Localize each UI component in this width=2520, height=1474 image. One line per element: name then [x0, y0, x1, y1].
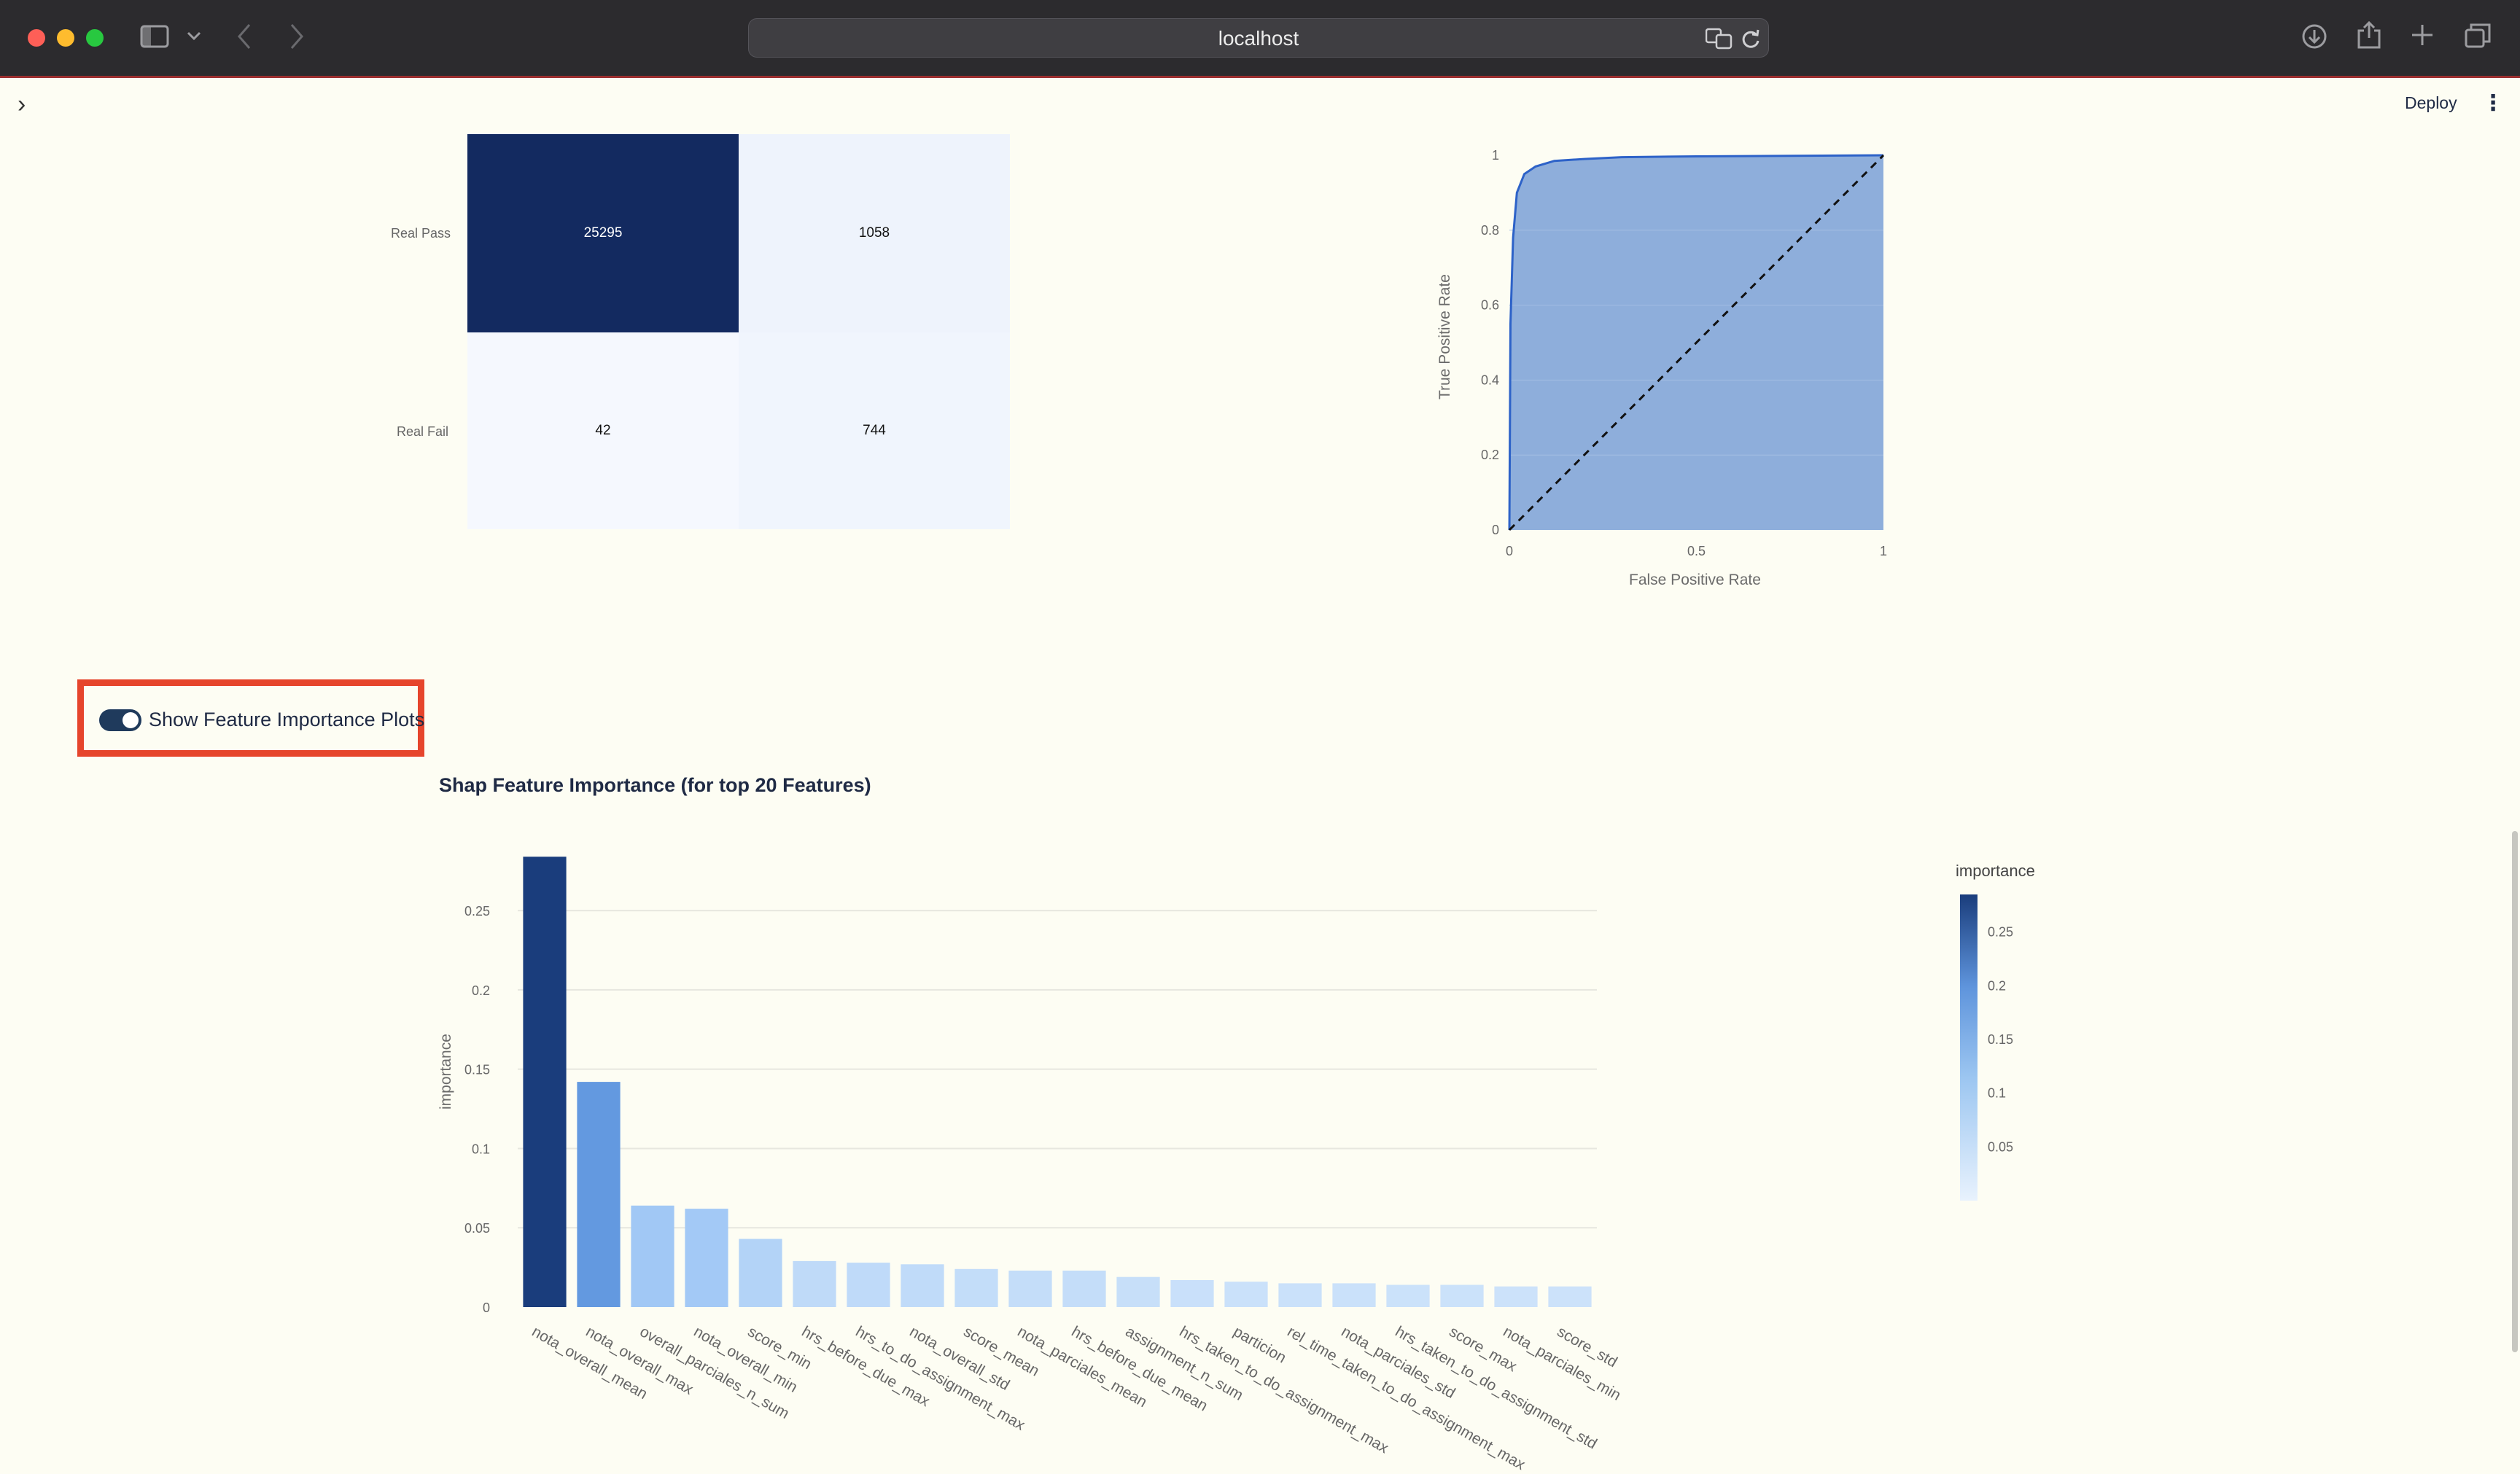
share-icon[interactable] — [2357, 20, 2381, 50]
shap-bar — [631, 1205, 674, 1307]
chevron-down-icon[interactable] — [187, 31, 201, 41]
colorbar-gradient — [1960, 894, 1978, 1201]
colorbar-tick-label: 0.05 — [1988, 1139, 2013, 1154]
shap-bar — [1494, 1286, 1538, 1307]
toggle-label: Show Feature Importance Plots — [149, 709, 425, 730]
shap-y-tick-label: 0.2 — [472, 983, 490, 998]
shap-bar — [739, 1239, 782, 1307]
diagonal-reference-line — [1508, 154, 1885, 531]
shap-y-tick-label: 0.1 — [472, 1142, 490, 1156]
main-menu-icon[interactable]: ⋮ — [2482, 91, 2504, 115]
shap-bar — [1062, 1271, 1106, 1307]
shap-y-tick-label: 0.05 — [464, 1221, 490, 1236]
shap-bar — [793, 1260, 836, 1307]
roc-y-tick-label: 0.2 — [1481, 448, 1499, 462]
shap-bar — [523, 857, 567, 1307]
shap-bar — [1440, 1284, 1484, 1307]
confusion-row-label: Real Pass — [391, 226, 451, 241]
shap-bar — [1386, 1284, 1430, 1307]
sidebar-expand-button[interactable]: › — [18, 90, 26, 118]
roc-y-tick-label: 0.8 — [1481, 223, 1499, 238]
roc-curve-chart: 0 0.2 0.4 0.6 0.8 1 0 0.5 1 — [1481, 148, 1887, 558]
shap-y-tick-label: 0.15 — [464, 1063, 490, 1077]
reload-icon[interactable] — [1741, 28, 1761, 50]
deploy-button[interactable]: Deploy — [2405, 93, 2457, 112]
confusion-cell: 1058 — [739, 134, 1010, 332]
shap-bar — [1278, 1283, 1322, 1307]
shap-y-tick-label: 0.25 — [464, 904, 490, 919]
shap-bar — [685, 1209, 728, 1307]
shap-bar — [901, 1264, 944, 1307]
download-icon[interactable] — [2301, 23, 2328, 50]
shap-bar — [1548, 1286, 1592, 1307]
shap-bar — [1224, 1282, 1268, 1307]
roc-y-axis-title: True Positive Rate — [1436, 274, 1453, 399]
highlight-annotation — [77, 679, 424, 757]
roc-x-axis-title: False Positive Rate — [1629, 572, 1761, 588]
browser-toolbar: localhost — [0, 0, 2520, 76]
roc-y-tick-label: 0.6 — [1481, 298, 1499, 313]
shap-y-axis-title: importance — [438, 1034, 454, 1110]
colorbar-tick-label: 0.2 — [1988, 978, 2006, 993]
translate-icon[interactable] — [1706, 28, 1733, 50]
page-scrollbar[interactable] — [2512, 831, 2518, 1352]
confusion-cell: 25295 — [467, 134, 739, 332]
shap-bar — [954, 1268, 998, 1307]
sidebar-icon[interactable] — [140, 25, 169, 48]
close-window-button[interactable] — [28, 29, 45, 47]
roc-x-tick-label: 1 — [1880, 544, 1887, 558]
roc-x-tick-label: 0.5 — [1687, 544, 1706, 558]
maximize-window-button[interactable] — [86, 29, 104, 47]
tabs-icon[interactable] — [2465, 23, 2491, 48]
confusion-cell: 744 — [739, 332, 1010, 529]
toggle-knob — [122, 712, 139, 728]
shap-y-tick-label: 0 — [483, 1301, 490, 1315]
back-icon[interactable] — [236, 23, 252, 50]
shap-bar — [1170, 1280, 1214, 1307]
colorbar-title: importance — [1956, 862, 2035, 880]
roc-line — [1508, 154, 1884, 531]
plus-icon[interactable] — [2411, 23, 2434, 47]
roc-y-tick-label: 1 — [1492, 148, 1499, 163]
roc-x-tick-label: 0 — [1506, 544, 1513, 558]
toolbar-divider — [0, 76, 2520, 78]
url-text: localhost — [1218, 27, 1299, 50]
shap-bar — [847, 1263, 890, 1307]
shap-bar — [1332, 1283, 1376, 1307]
shap-bar-chart: 0 0.05 0.1 0.15 0.2 0.25 0.25 0.2 0.15 0.1 0.05 — [464, 857, 2013, 1315]
minimize-window-button[interactable] — [57, 29, 74, 47]
confusion-row-label: Real Fail — [397, 424, 449, 439]
colorbar-tick-label: 0.1 — [1988, 1086, 2006, 1101]
address-bar[interactable]: localhost — [748, 18, 1769, 58]
roc-y-tick-label: 0 — [1492, 523, 1499, 537]
roc-y-tick-label: 0.4 — [1481, 373, 1499, 387]
colorbar-tick-label: 0.25 — [1988, 925, 2013, 940]
colorbar-tick-label: 0.15 — [1988, 1032, 2013, 1047]
shap-chart-title: Shap Feature Importance (for top 20 Feat… — [439, 774, 871, 796]
confusion-cell: 42 — [467, 332, 739, 529]
shap-bar — [577, 1082, 621, 1307]
shap-bar — [1008, 1271, 1052, 1307]
shap-bar — [1116, 1276, 1160, 1307]
forward-icon[interactable] — [289, 23, 305, 50]
